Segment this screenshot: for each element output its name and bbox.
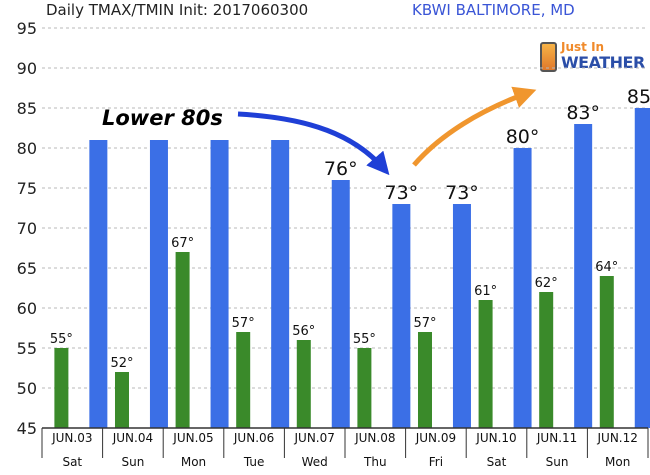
y-tick-label: 50 <box>17 379 37 398</box>
tmin-label: 61° <box>474 284 497 299</box>
x-date-label: JUN.08 <box>354 431 395 445</box>
x-day-label: Sat <box>62 455 82 469</box>
tmin-bar <box>175 252 190 428</box>
x-date-label: JUN.05 <box>172 431 213 445</box>
tmax-label: 80° <box>506 126 540 148</box>
tmax-bar <box>210 140 229 428</box>
x-day-label: Sat <box>487 455 507 469</box>
y-tick-label: 85 <box>17 99 37 118</box>
trend-arrow-down <box>237 111 390 176</box>
tmax-bar <box>149 140 168 428</box>
y-tick-label: 45 <box>17 419 37 438</box>
tmin-bar <box>478 300 493 428</box>
tmax-bar <box>452 204 471 428</box>
x-date-label: JUN.04 <box>112 431 153 445</box>
value-labels: 55° 52° 67° 57° 56° 76° 55° 73° 57° 73° 61° 80° 62° 8… <box>50 86 650 371</box>
tmin-label: 57° <box>413 316 436 331</box>
tmax-bar <box>634 108 650 428</box>
tmin-bar <box>357 348 372 428</box>
tmin-label: 67° <box>171 236 194 251</box>
brand-line1: Just In <box>561 40 605 54</box>
x-day-label: Wed <box>302 455 328 469</box>
y-tick-label: 65 <box>17 259 37 278</box>
tmax-bar <box>513 148 532 428</box>
tmin-bar <box>296 340 311 428</box>
x-date-label: JUN.11 <box>536 431 577 445</box>
tmin-bar <box>417 332 432 428</box>
tmax-bar <box>331 180 350 428</box>
y-tick-label: 60 <box>17 299 37 318</box>
station-label: KBWI BALTIMORE, MD <box>412 1 575 19</box>
phone-icon <box>540 42 557 72</box>
tmin-bar <box>54 348 69 428</box>
tmin-label: 57° <box>232 316 255 331</box>
brand-logo: Just In WEATHER <box>536 40 645 76</box>
tmin-label: 64° <box>595 260 618 275</box>
x-day-label: Mon <box>605 455 630 469</box>
tmax-bar <box>271 140 290 428</box>
tmax-bar <box>89 140 108 428</box>
tmax-label: 73° <box>445 182 479 204</box>
x-date-label: JUN.03 <box>51 431 92 445</box>
tmax-bar <box>392 204 411 428</box>
tmax-label: 73° <box>385 182 419 204</box>
x-date-label: JUN.06 <box>233 431 274 445</box>
tmin-bar <box>236 332 251 428</box>
tmin-bar <box>114 372 129 428</box>
trend-arrows <box>237 86 537 176</box>
trend-arrow-up <box>412 86 537 167</box>
annotation-label: Lower 80s <box>102 106 223 130</box>
tmax-label: 76° <box>324 158 358 180</box>
tmin-label: 52° <box>110 356 133 371</box>
tmin-label: 56° <box>292 324 315 339</box>
x-day-label: Tue <box>243 455 265 469</box>
x-date-label: JUN.09 <box>415 431 456 445</box>
tmax-label: 85° <box>627 86 650 108</box>
bars <box>54 108 650 428</box>
x-date-label: JUN.10 <box>475 431 516 445</box>
y-tick-label: 75 <box>17 179 37 198</box>
y-tick-label: 70 <box>17 219 37 238</box>
tmin-label: 55° <box>50 332 73 347</box>
x-date-label: JUN.12 <box>597 431 638 445</box>
chart-title: Daily TMAX/TMIN Init: 2017060300 <box>46 1 309 19</box>
brand-line2: WEATHER <box>561 53 645 72</box>
x-day-label: Mon <box>181 455 206 469</box>
tmax-label: 83° <box>566 102 600 124</box>
tmin-label: 55° <box>353 332 376 347</box>
tmin-label: 62° <box>535 276 558 291</box>
x-day-label: Fri <box>429 455 443 469</box>
y-tick-label: 55 <box>17 339 37 358</box>
x-day-label: Sun <box>121 455 144 469</box>
tmin-bar <box>599 276 614 428</box>
y-tick-label: 95 <box>17 19 37 38</box>
x-axis: JUN.03 Sat JUN.04 Sun JUN.05 Mon JUN.06 Tue JUN.… <box>41 427 649 469</box>
x-date-label: JUN.07 <box>294 431 335 445</box>
tmin-bar <box>539 292 554 428</box>
y-tick-label: 80 <box>17 139 37 158</box>
x-day-label: Thu <box>363 455 387 469</box>
y-axis-ticks: 45 50 55 60 65 70 75 80 85 90 95 <box>17 19 37 438</box>
y-tick-label: 90 <box>17 59 37 78</box>
tmax-bar <box>574 124 593 428</box>
x-day-label: Sun <box>546 455 569 469</box>
